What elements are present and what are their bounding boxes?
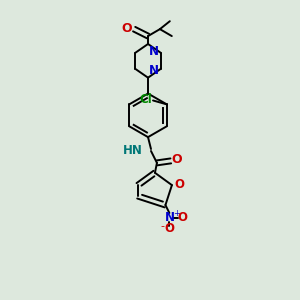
Text: O: O [172, 153, 182, 167]
Text: HN: HN [123, 145, 143, 158]
Text: O: O [174, 178, 184, 190]
Text: N: N [164, 212, 174, 224]
Text: O: O [122, 22, 132, 34]
Text: O: O [177, 212, 187, 224]
Text: Cl: Cl [139, 93, 152, 106]
Text: +: + [173, 209, 180, 218]
Text: O: O [164, 222, 174, 235]
Text: -: - [160, 221, 164, 231]
Text: N: N [149, 45, 159, 58]
Text: N: N [149, 64, 159, 77]
